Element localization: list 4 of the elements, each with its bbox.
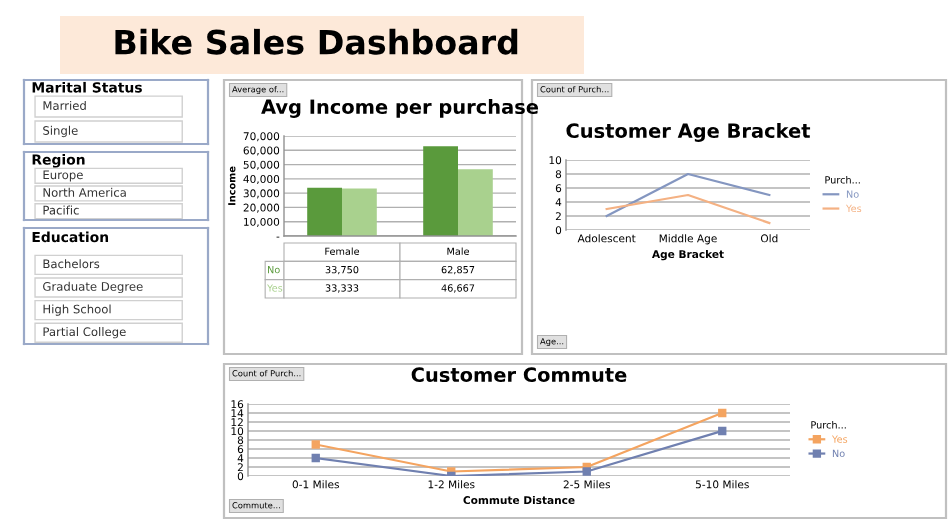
chart-title: Avg Income per purchase: [261, 99, 539, 118]
chart-title: Customer Age Bracket: [566, 123, 811, 142]
text: Bike Sales Dashboard: [115, 28, 518, 55]
chart-title: Customer Commute: [411, 367, 627, 383]
